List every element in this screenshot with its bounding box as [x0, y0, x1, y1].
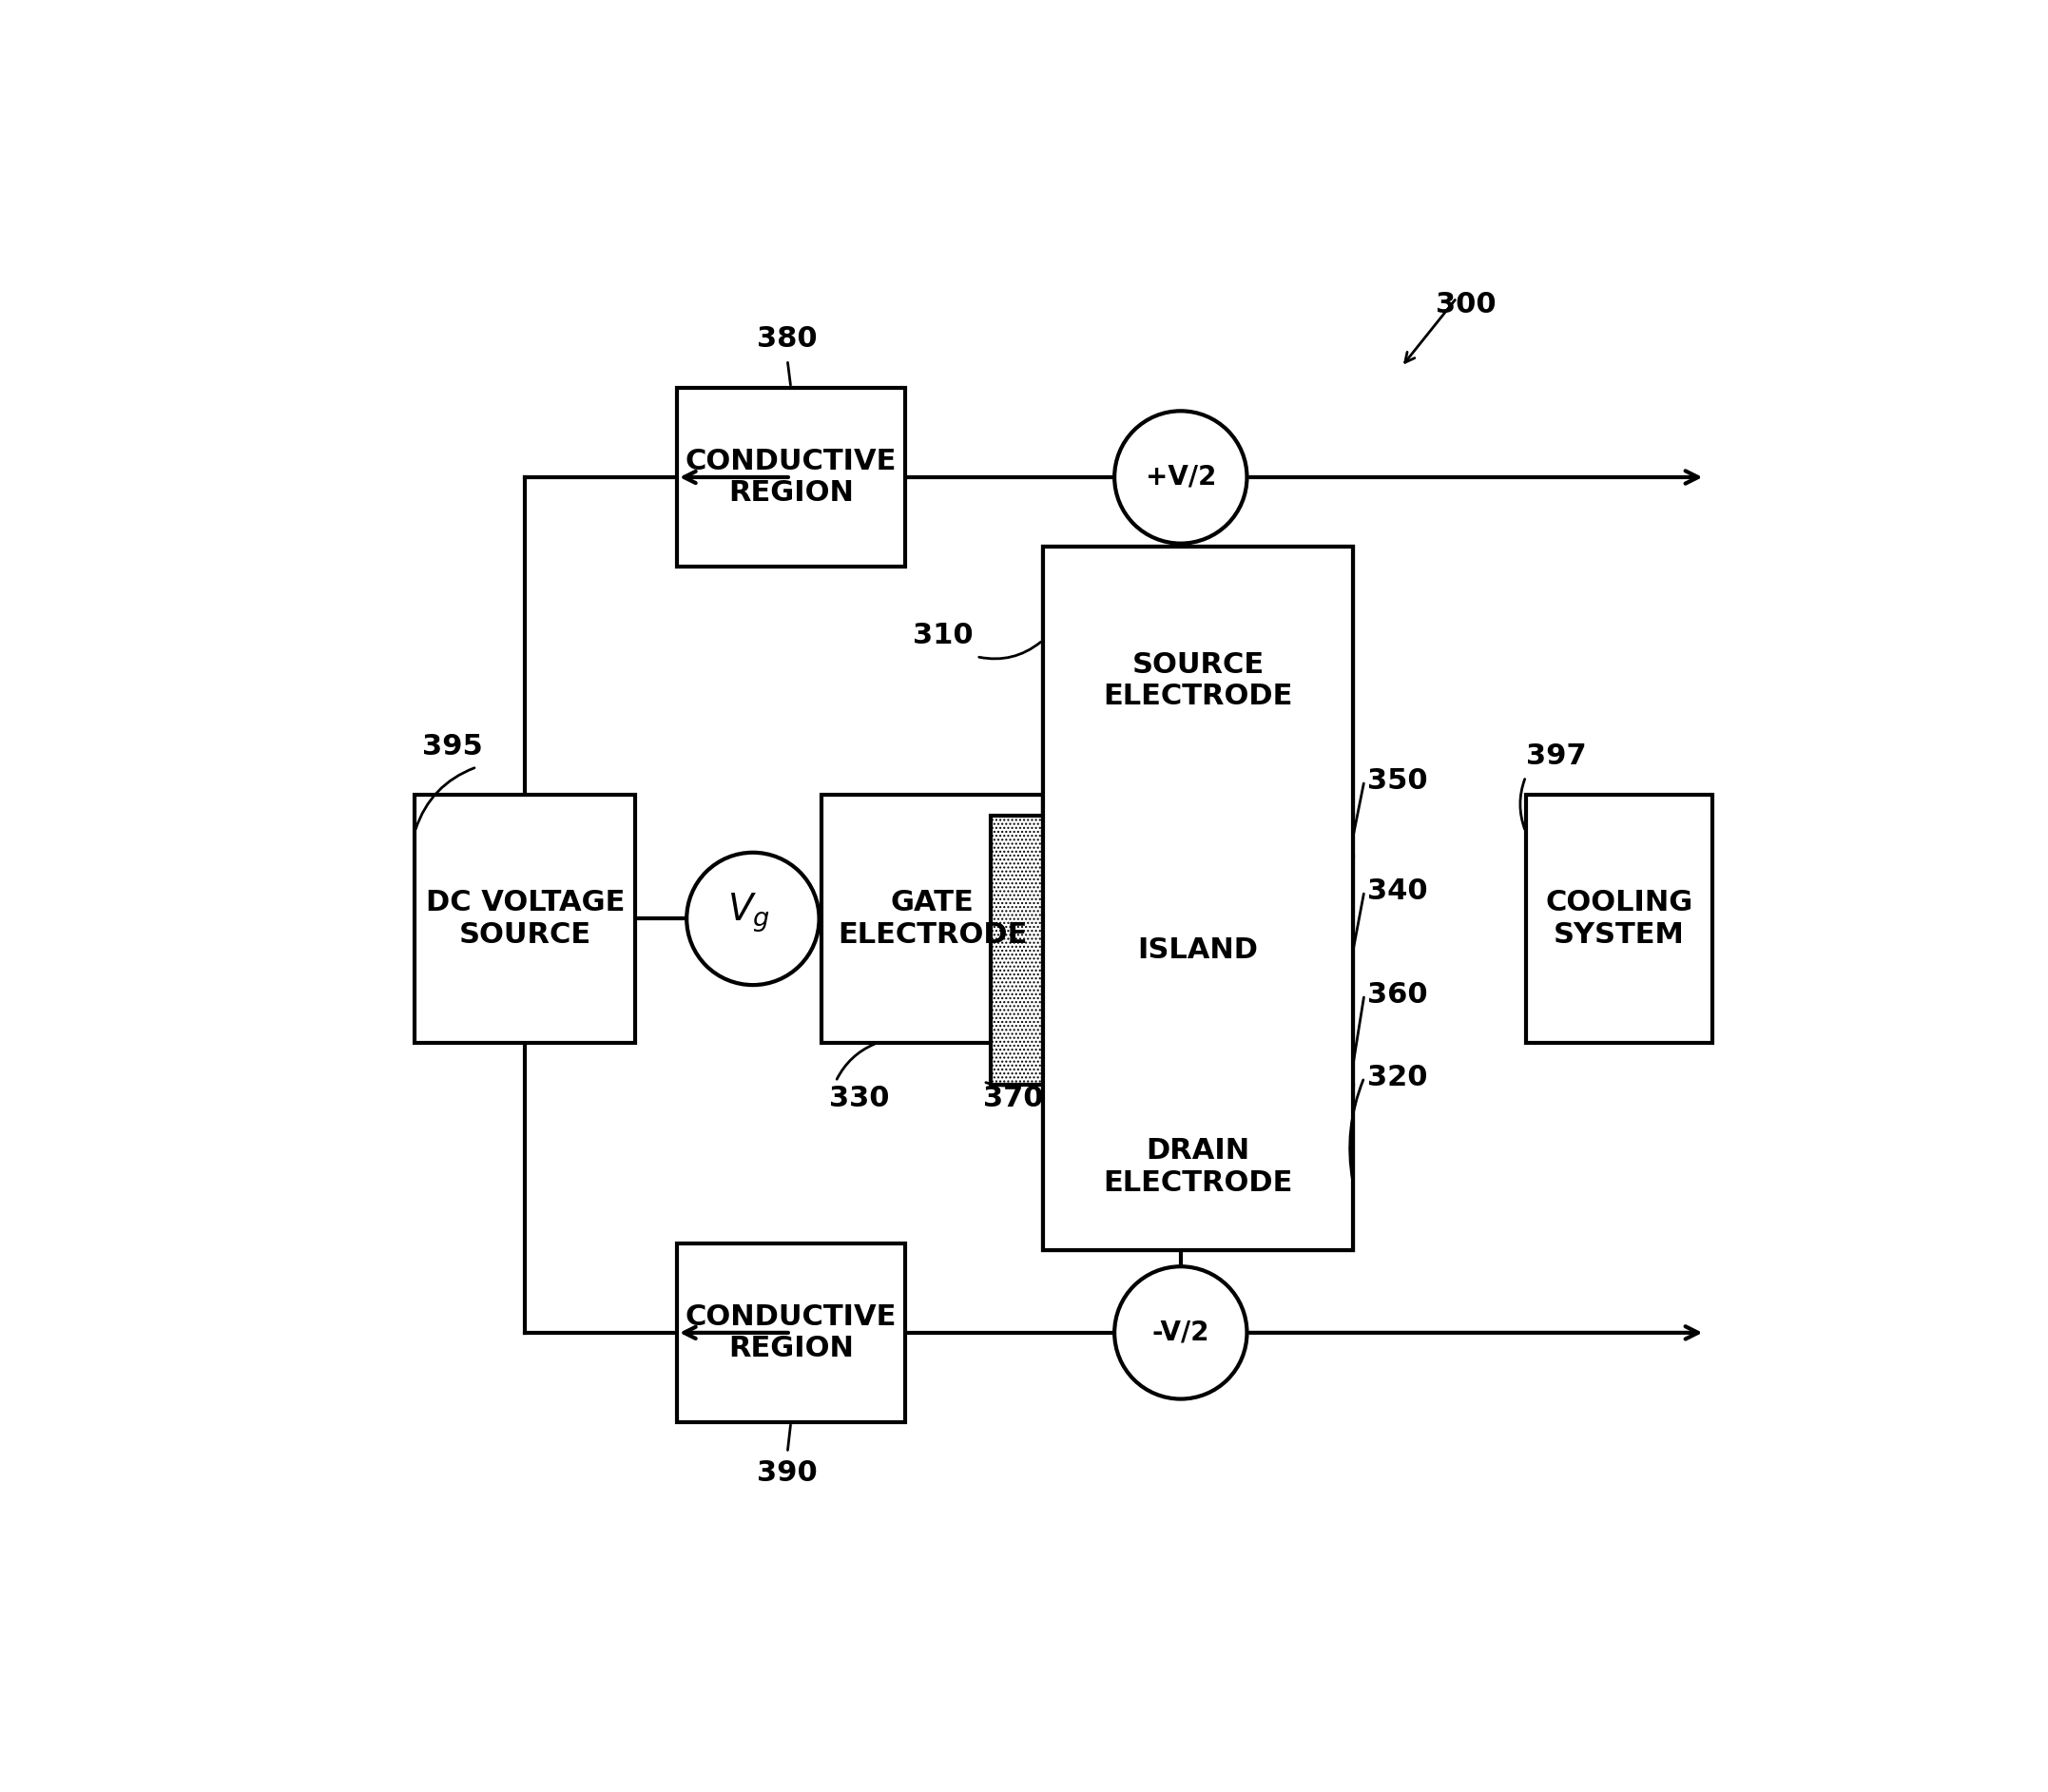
FancyBboxPatch shape [821, 794, 1042, 1043]
FancyBboxPatch shape [1042, 1084, 1354, 1251]
Text: CONDUCTIVE
REGION: CONDUCTIVE REGION [686, 448, 897, 507]
Text: 310: 310 [913, 622, 973, 650]
Text: 350: 350 [1366, 767, 1427, 794]
Text: 320: 320 [1366, 1064, 1427, 1091]
FancyBboxPatch shape [678, 387, 905, 566]
Text: 380: 380 [758, 326, 817, 353]
FancyBboxPatch shape [1526, 794, 1712, 1043]
FancyBboxPatch shape [991, 815, 1042, 1084]
FancyBboxPatch shape [1042, 547, 1354, 815]
Circle shape [686, 853, 819, 986]
Text: -V/2: -V/2 [1151, 1319, 1210, 1346]
Text: CONDUCTIVE
REGION: CONDUCTIVE REGION [686, 1303, 897, 1362]
Text: 300: 300 [1436, 290, 1497, 319]
FancyBboxPatch shape [1042, 815, 1354, 857]
FancyBboxPatch shape [1042, 1043, 1354, 1084]
Text: $V_g$: $V_g$ [727, 891, 770, 935]
Text: DC VOLTAGE
SOURCE: DC VOLTAGE SOURCE [426, 889, 625, 948]
Text: COOLING
SYSTEM: COOLING SYSTEM [1544, 889, 1692, 948]
Text: 397: 397 [1526, 742, 1587, 771]
Text: GATE
ELECTRODE: GATE ELECTRODE [838, 889, 1028, 948]
Text: DRAIN
ELECTRODE: DRAIN ELECTRODE [1104, 1138, 1292, 1197]
Text: 395: 395 [422, 733, 481, 760]
FancyBboxPatch shape [678, 1244, 905, 1423]
FancyBboxPatch shape [1042, 857, 1354, 1043]
Circle shape [1114, 410, 1247, 543]
Text: SOURCE
ELECTRODE: SOURCE ELECTRODE [1104, 650, 1292, 710]
Text: 330: 330 [829, 1084, 889, 1111]
FancyBboxPatch shape [416, 794, 635, 1043]
Text: 370: 370 [983, 1084, 1044, 1111]
Text: ISLAND: ISLAND [1137, 935, 1257, 964]
Text: 390: 390 [758, 1460, 817, 1487]
Circle shape [1114, 1267, 1247, 1400]
FancyBboxPatch shape [1042, 547, 1354, 1251]
Text: 340: 340 [1366, 878, 1427, 905]
Text: +V/2: +V/2 [1145, 464, 1217, 491]
Text: 360: 360 [1366, 980, 1427, 1009]
